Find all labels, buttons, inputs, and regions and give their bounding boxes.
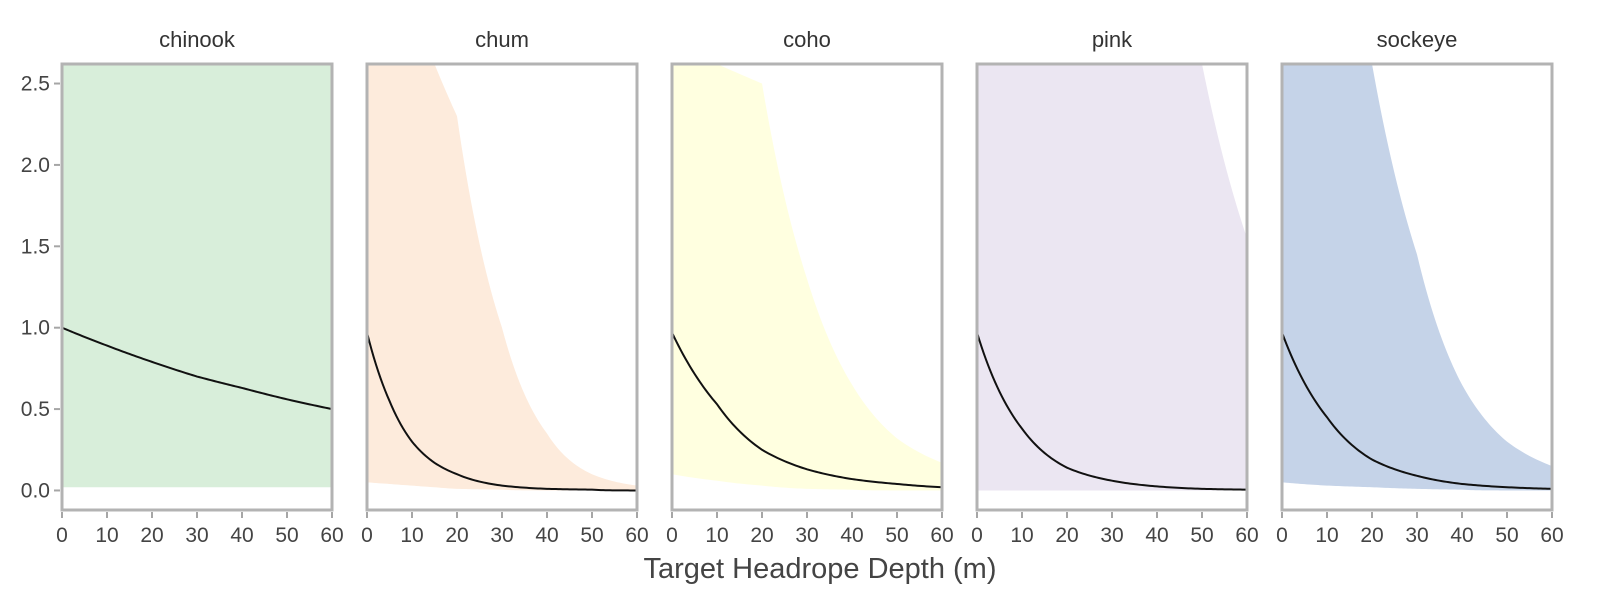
x-tick-label: 30 (490, 524, 513, 547)
x-tick-label: 60 (1540, 524, 1563, 547)
x-tick-label: 0 (56, 524, 68, 547)
x-tick-label: 60 (1235, 524, 1258, 547)
x-tick-label: 50 (1495, 524, 1518, 547)
x-tick-label: 50 (580, 524, 603, 547)
y-tick-label: 1.5 (21, 235, 50, 258)
panel-pink: pink 0 10 20 30 40 50 60 (971, 27, 1259, 547)
x-tick-label: 40 (535, 524, 558, 547)
panel-chinook: chinook 0 10 20 30 40 50 60 (56, 27, 344, 547)
panel-title-chinook: chinook (159, 27, 236, 52)
panel-chum: chum 0 10 20 30 40 50 60 (361, 27, 649, 547)
panel-frame (365, 62, 639, 512)
y-tick-label: 2.0 (21, 154, 50, 177)
fitted-line-chinook (62, 326, 332, 411)
x-tick-label: 30 (1100, 524, 1123, 547)
x-tick-label: 20 (140, 524, 163, 547)
panel-title-coho: coho (783, 27, 831, 52)
y-axis: 0.0 0.5 1.0 1.5 2.0 2.5 (21, 73, 60, 502)
y-tick-label: 2.5 (21, 73, 50, 96)
x-tick-label: 0 (1276, 524, 1288, 547)
confidence-band-sockeye (1282, 64, 1552, 491)
fitted-line-coho (672, 332, 942, 489)
x-tick-label: 20 (1360, 524, 1383, 547)
x-tick-label: 0 (666, 524, 678, 547)
panel-coho: coho 0 10 20 30 40 50 60 (666, 27, 954, 547)
panel-title-chum: chum (475, 27, 529, 52)
confidence-band-pink (977, 64, 1247, 491)
panel-frame (670, 62, 944, 512)
y-tick-label: 1.0 (21, 317, 50, 340)
panel-frame (1280, 62, 1554, 512)
x-tick-label: 30 (1405, 524, 1428, 547)
confidence-band-chum (367, 64, 637, 491)
x-tick-label: 60 (930, 524, 953, 547)
x-axis-title: Target Headrope Depth (m) (644, 553, 997, 585)
panel-title-pink: pink (1092, 27, 1133, 52)
x-tick-label: 50 (275, 524, 298, 547)
fitted-line-sockeye (1282, 332, 1552, 490)
x-tick-label: 10 (705, 524, 728, 547)
fitted-line-chum (367, 332, 637, 492)
panel-frame (60, 62, 334, 512)
y-tick-label: 0.0 (21, 479, 50, 502)
x-tick-label: 30 (795, 524, 818, 547)
x-tick-label: 40 (840, 524, 863, 547)
panel-sockeye: sockeye 0 10 20 30 40 50 60 (1276, 27, 1564, 547)
confidence-band-coho (672, 64, 942, 491)
x-tick-label: 0 (361, 524, 373, 547)
x-tick-label: 40 (230, 524, 253, 547)
x-tick-label: 10 (400, 524, 423, 547)
x-tick-label: 10 (1010, 524, 1033, 547)
x-tick-label: 40 (1450, 524, 1473, 547)
y-tick-label: 0.5 (21, 398, 50, 421)
x-tick-label: 60 (625, 524, 648, 547)
fitted-line-pink (977, 332, 1247, 491)
panel-frame (975, 62, 1249, 512)
x-tick-label: 10 (95, 524, 118, 547)
x-tick-label: 20 (445, 524, 468, 547)
x-tick-label: 50 (1190, 524, 1213, 547)
x-tick-label: 30 (185, 524, 208, 547)
confidence-band-chinook (62, 64, 332, 488)
x-tick-label: 60 (320, 524, 343, 547)
x-tick-label: 50 (885, 524, 908, 547)
panel-title-sockeye: sockeye (1377, 27, 1458, 52)
x-tick-label: 10 (1315, 524, 1338, 547)
x-tick-label: 20 (750, 524, 773, 547)
x-tick-label: 20 (1055, 524, 1078, 547)
x-tick-label: 0 (971, 524, 983, 547)
x-tick-label: 40 (1145, 524, 1168, 547)
